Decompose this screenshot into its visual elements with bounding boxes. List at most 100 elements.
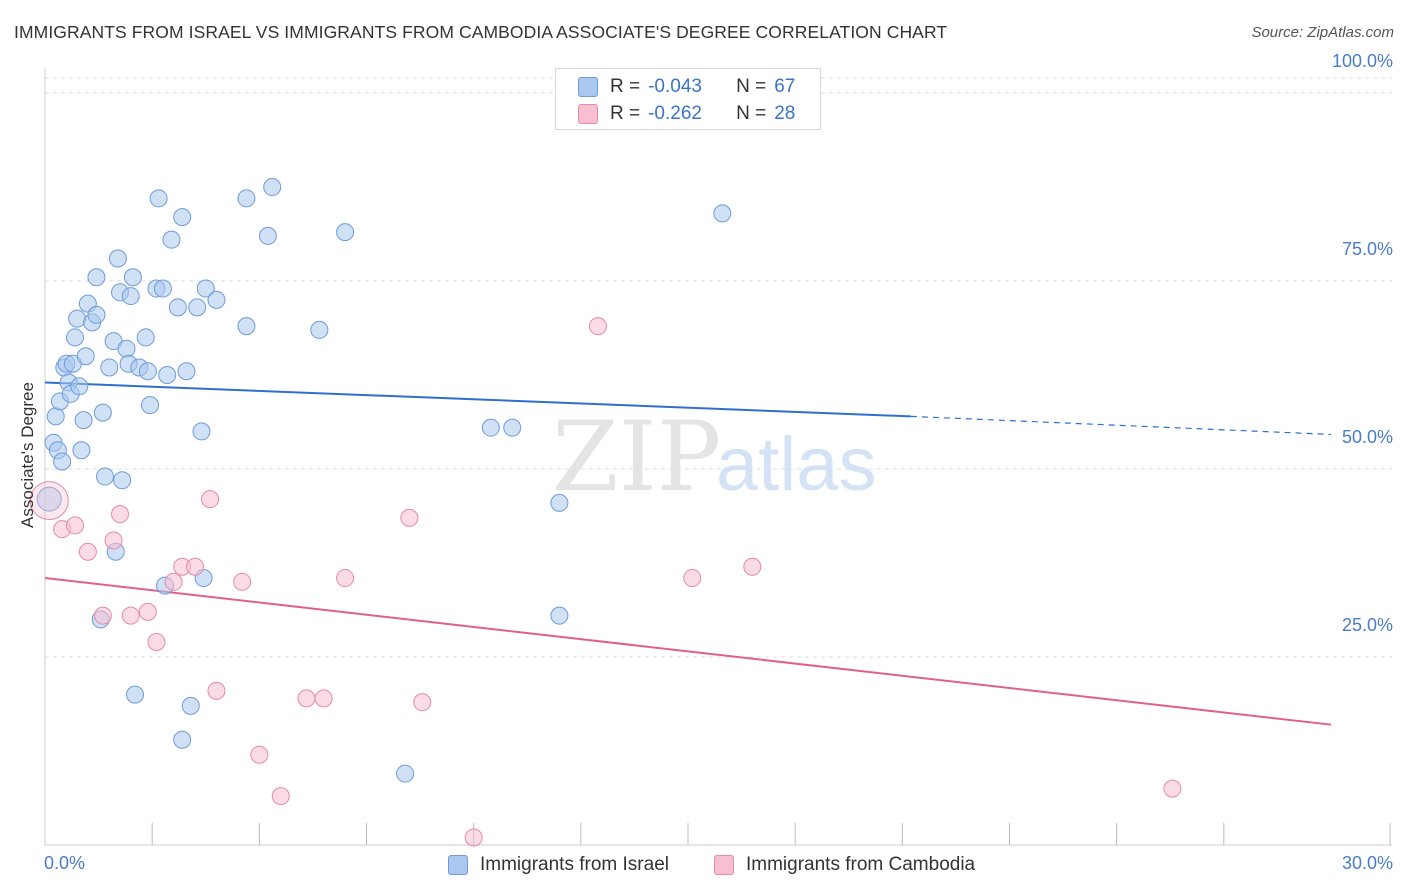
point-israel xyxy=(263,178,282,197)
point-israel xyxy=(36,486,62,512)
point-israel xyxy=(72,441,91,460)
point-israel xyxy=(46,407,65,426)
point-israel xyxy=(76,347,95,366)
point-cambodia xyxy=(164,572,183,591)
x-tick-label: 0.0% xyxy=(44,853,85,873)
legend-n-value: 67 xyxy=(774,76,796,97)
legend-n-label: N = xyxy=(736,76,767,97)
series-swatch-israel xyxy=(448,855,468,875)
legend-n-label: N = xyxy=(736,103,767,124)
point-cambodia xyxy=(121,606,140,625)
series-legend-israel: Immigrants from Israel xyxy=(448,852,669,878)
point-israel xyxy=(123,268,142,287)
series-swatch-cambodia xyxy=(714,855,734,875)
point-cambodia xyxy=(207,681,226,700)
point-israel xyxy=(100,358,119,377)
trend-layer xyxy=(44,381,1332,726)
point-israel xyxy=(68,309,87,328)
point-israel xyxy=(258,226,277,245)
watermark: ZIP atlas xyxy=(552,401,877,513)
point-israel xyxy=(126,685,145,704)
point-cambodia xyxy=(201,490,220,509)
point-israel xyxy=(396,764,415,783)
point-israel xyxy=(87,305,106,324)
point-israel xyxy=(503,418,522,437)
grid-layer xyxy=(45,77,1392,658)
y-tick-label: 25.0% xyxy=(1342,615,1393,635)
point-israel xyxy=(177,362,196,381)
point-cambodia xyxy=(78,542,97,561)
point-israel xyxy=(141,396,160,415)
point-israel xyxy=(188,298,207,317)
point-israel xyxy=(550,493,569,512)
legend-swatch-israel xyxy=(578,77,598,97)
point-israel xyxy=(168,298,187,317)
point-israel xyxy=(713,204,732,223)
tick-labels: 25.0% 50.0% 75.0% 100.0% 0.0% 30.0% xyxy=(44,51,1393,873)
trend-line-israel xyxy=(44,381,911,418)
legend-n-value: 28 xyxy=(774,103,796,124)
point-israel xyxy=(192,422,211,441)
y-tick-label: 75.0% xyxy=(1342,239,1393,259)
point-israel xyxy=(158,366,177,385)
y-tick-label: 50.0% xyxy=(1342,427,1393,447)
point-cambodia xyxy=(66,516,85,535)
point-cambodia xyxy=(743,557,762,576)
point-israel xyxy=(66,328,85,347)
point-cambodia xyxy=(93,606,112,625)
point-israel xyxy=(149,189,168,208)
point-cambodia xyxy=(147,632,166,651)
x-tick-label: 30.0% xyxy=(1342,853,1393,873)
point-israel xyxy=(481,418,500,437)
trend-line-cambodia xyxy=(44,577,1332,726)
watermark-zip: ZIP xyxy=(552,401,721,513)
point-israel xyxy=(117,339,136,358)
point-cambodia xyxy=(186,557,205,576)
legend-r-label: R = xyxy=(610,76,641,97)
point-israel xyxy=(113,471,132,490)
point-israel xyxy=(196,279,215,298)
point-cambodia xyxy=(336,569,355,588)
legend-swatch-cambodia xyxy=(578,104,598,124)
chart-title: IMMIGRANTS FROM ISRAEL VS IMMIGRANTS FRO… xyxy=(14,22,948,42)
y-tick-label: 100.0% xyxy=(1332,51,1393,71)
point-cambodia xyxy=(464,828,483,847)
point-cambodia xyxy=(413,693,432,712)
point-israel xyxy=(207,290,226,309)
point-israel xyxy=(336,223,355,242)
point-cambodia xyxy=(233,572,252,591)
point-israel xyxy=(550,606,569,625)
point-israel xyxy=(173,730,192,749)
point-cambodia xyxy=(111,505,130,524)
series-label-israel: Immigrants from Israel xyxy=(480,854,669,875)
point-cambodia xyxy=(314,689,333,708)
point-cambodia xyxy=(400,508,419,527)
point-israel xyxy=(87,268,106,287)
point-cambodia xyxy=(1163,779,1182,798)
series-label-cambodia: Immigrants from Cambodia xyxy=(746,854,976,875)
point-israel xyxy=(173,208,192,227)
point-israel xyxy=(153,279,172,298)
source-credit: Source: ZipAtlas.com xyxy=(1251,24,1394,41)
point-cambodia xyxy=(297,689,316,708)
legend-r-label: R = xyxy=(610,103,641,124)
y-axis-label: Associate's Degree xyxy=(18,382,37,528)
legend-r-value: -0.262 xyxy=(648,103,702,124)
point-israel xyxy=(121,287,140,306)
points-layer xyxy=(29,178,1182,847)
point-israel xyxy=(108,249,127,268)
series-legend-cambodia: Immigrants from Cambodia xyxy=(714,852,975,878)
point-israel xyxy=(310,320,329,339)
point-israel xyxy=(136,328,155,347)
point-israel xyxy=(237,189,256,208)
legend-r-value: -0.043 xyxy=(648,76,702,97)
point-israel xyxy=(96,467,115,486)
point-israel xyxy=(74,411,93,430)
point-israel xyxy=(93,403,112,422)
point-cambodia xyxy=(250,745,269,764)
legend-row-israel: R = -0.043 N = 67 xyxy=(578,74,795,100)
point-israel xyxy=(162,230,181,249)
point-cambodia xyxy=(104,531,123,550)
